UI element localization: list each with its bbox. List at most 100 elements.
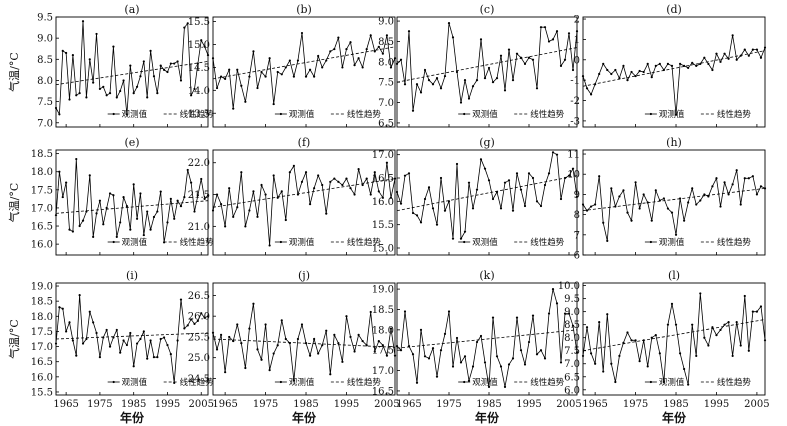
data-point [264, 323, 267, 326]
data-point [495, 355, 499, 358]
data-point [463, 79, 467, 82]
y-tick-label: 25.0 [188, 353, 210, 364]
trend-line [396, 175, 578, 212]
panel-title: (k) [479, 269, 494, 282]
panel-title: (h) [666, 136, 682, 149]
data-point [58, 113, 61, 116]
data-point [622, 341, 625, 345]
observed-line [212, 32, 396, 109]
data-point [614, 68, 617, 72]
x-tick-label: 1985 [121, 399, 146, 410]
data-point [419, 221, 423, 224]
data-point [162, 68, 166, 71]
data-point [85, 337, 88, 341]
data-point [268, 57, 271, 60]
data-point [575, 195, 579, 198]
data-point [515, 52, 519, 55]
data-point [232, 107, 235, 110]
data-point [594, 83, 597, 86]
data-point [142, 233, 145, 237]
data-point [112, 194, 115, 197]
data-point [743, 48, 746, 51]
data-point [85, 210, 88, 213]
y-tick-label: 6.5 [378, 118, 394, 129]
data-point [695, 354, 698, 358]
data-point [169, 62, 172, 65]
data-point [132, 183, 135, 186]
panel-title: (e) [124, 136, 139, 149]
data-point [594, 203, 597, 206]
y-tick-label: 14.5 [188, 63, 210, 74]
data-point [365, 47, 368, 51]
data-point [377, 190, 380, 193]
data-point [256, 348, 259, 351]
data-point [459, 237, 463, 240]
y-tick-label: 17.0 [31, 203, 53, 214]
panel-title: (j) [298, 269, 310, 282]
x-tick-label: 1975 [436, 399, 461, 410]
data-point [699, 62, 702, 65]
data-point [634, 181, 637, 184]
plot-frame [582, 149, 766, 256]
y-tick-label: 22.0 [188, 158, 210, 169]
data-point [361, 339, 364, 343]
data-point [519, 349, 523, 352]
data-point [447, 22, 451, 25]
data-point [503, 385, 507, 388]
data-point [427, 357, 431, 360]
data-point [353, 64, 356, 67]
data-point [731, 183, 734, 186]
data-point [727, 57, 730, 60]
data-point [678, 197, 682, 200]
data-point [571, 167, 575, 170]
y-tick-label: 9 [574, 190, 580, 201]
data-point [715, 52, 718, 55]
data-point [399, 58, 403, 61]
data-point [329, 373, 332, 376]
data-point [353, 350, 356, 353]
data-point [152, 215, 156, 219]
data-point [381, 196, 384, 199]
data-point [415, 214, 419, 217]
data-point [325, 59, 328, 62]
data-point [735, 169, 738, 172]
data-point [543, 26, 547, 29]
trend-line [582, 319, 766, 352]
x-tick-label: 1975 [87, 399, 112, 410]
data-point [317, 352, 320, 355]
observed-line [212, 303, 396, 381]
data-point [483, 77, 487, 80]
y-tick-label: 16.5 [31, 222, 53, 233]
y-tick-label: 16.5 [372, 174, 394, 185]
data-point [219, 75, 223, 78]
legend-observed-label: 观测值 [659, 377, 685, 388]
data-point [125, 343, 129, 347]
y-tick-label: 16.5 [31, 357, 53, 368]
legend-observed-label: 观测值 [289, 109, 315, 120]
data-point [280, 319, 283, 322]
legend-observed-label: 观测值 [122, 237, 148, 248]
y-tick-label: 17.0 [372, 150, 394, 161]
y-tick-label: 7 [574, 230, 580, 241]
data-point [296, 59, 300, 62]
data-point [618, 77, 621, 80]
data-point [105, 94, 108, 97]
data-point [638, 207, 641, 210]
y-tick-label: 11 [567, 150, 580, 161]
data-point [634, 74, 637, 78]
data-point [531, 58, 535, 61]
data-point [451, 365, 455, 368]
data-point [115, 96, 118, 99]
data-point [535, 353, 539, 356]
y-tick-label: 15.5 [188, 17, 210, 28]
data-point [575, 30, 579, 33]
data-point [313, 337, 316, 341]
data-point [156, 356, 159, 359]
data-point [598, 175, 601, 178]
data-point [395, 62, 399, 65]
data-point [695, 64, 698, 67]
data-point [341, 360, 344, 363]
data-point [654, 189, 657, 192]
y-tick-label: 21.0 [188, 222, 210, 233]
